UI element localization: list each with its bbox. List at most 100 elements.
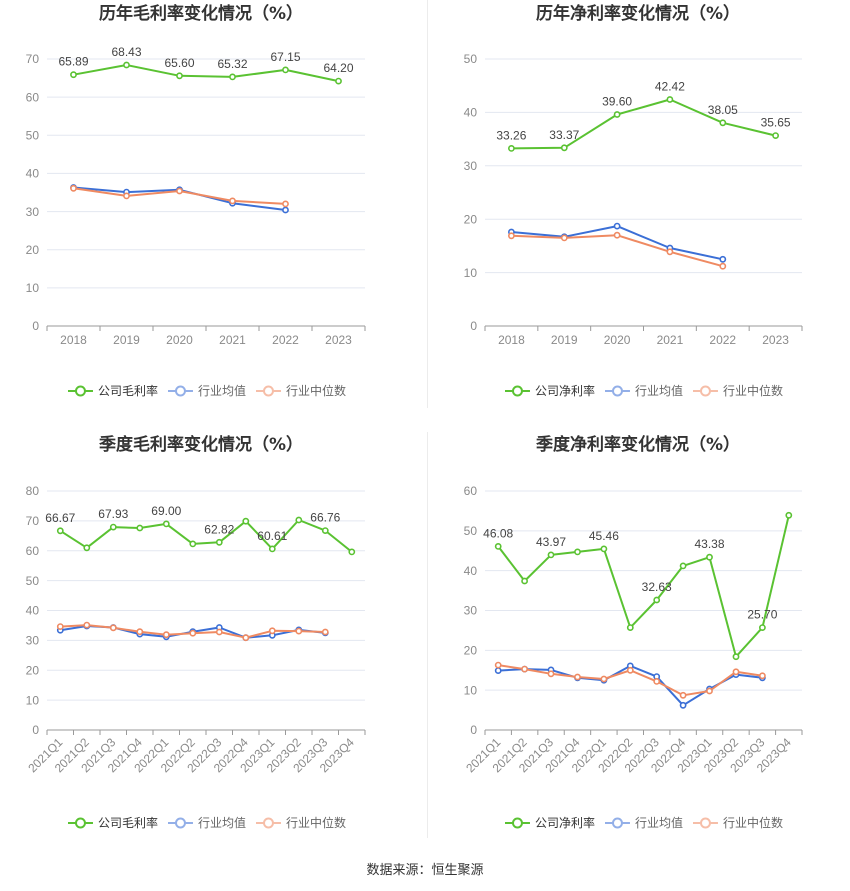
data-point bbox=[719, 119, 727, 127]
panel-divider bbox=[427, 432, 428, 838]
legend-label: 行业中位数 bbox=[723, 384, 784, 398]
data-point bbox=[732, 653, 740, 661]
x-tick-label: 2018 bbox=[498, 333, 525, 347]
y-tick-label: 10 bbox=[464, 683, 478, 697]
data-label: 66.76 bbox=[310, 511, 340, 525]
y-tick-label: 20 bbox=[26, 663, 40, 677]
data-point bbox=[229, 73, 236, 81]
data-point bbox=[679, 562, 687, 570]
chart-panel-quarterly-gross-margin: 0 10 20 30 40 50 60 70 80 2021Q1 2021Q2 2021Q3 2021Q… bbox=[0, 430, 425, 860]
data-point bbox=[56, 527, 64, 535]
data-label: 65.60 bbox=[164, 56, 194, 70]
line-chart-plot: 010203040506070802021Q12021Q22021Q32021Q… bbox=[25, 484, 366, 775]
legend-item-company[interactable]: 公司净利率 bbox=[504, 383, 595, 399]
data-label: 45.46 bbox=[589, 529, 619, 543]
data-label: 38.05 bbox=[708, 103, 738, 117]
data-point bbox=[679, 691, 687, 699]
data-label: 43.38 bbox=[694, 537, 724, 551]
data-point bbox=[772, 132, 779, 139]
legend-item-industry-median[interactable]: 行业中位数 bbox=[256, 815, 346, 831]
y-tick-label: 50 bbox=[464, 52, 478, 66]
data-point bbox=[136, 628, 144, 636]
data-point bbox=[613, 222, 621, 230]
x-tick-label: 2023 bbox=[762, 333, 789, 347]
chart-title: 历年毛利率变化情况（%） bbox=[98, 4, 304, 24]
data-label: 64.20 bbox=[323, 61, 353, 75]
legend-item-industry-average[interactable]: 行业均值 bbox=[604, 815, 683, 831]
data-point bbox=[719, 255, 727, 263]
data-point bbox=[56, 623, 64, 630]
data-point bbox=[508, 232, 515, 240]
data-point bbox=[653, 677, 661, 685]
y-tick-label: 0 bbox=[32, 723, 39, 737]
legend-item-industry-average[interactable]: 行业均值 bbox=[167, 383, 246, 399]
data-point bbox=[295, 516, 303, 524]
y-tick-label: 10 bbox=[464, 266, 478, 280]
y-tick-label: 50 bbox=[26, 128, 40, 142]
legend-item-industry-average[interactable]: 行业均值 bbox=[604, 383, 683, 399]
data-label: 33.37 bbox=[549, 128, 579, 142]
data-point bbox=[494, 667, 502, 674]
data-point bbox=[83, 621, 91, 629]
data-point bbox=[282, 200, 289, 208]
legend-item-industry-median[interactable]: 行业中位数 bbox=[693, 383, 783, 399]
y-tick-label: 60 bbox=[26, 90, 40, 104]
legend-line-circle-icon bbox=[693, 385, 719, 397]
data-point bbox=[282, 66, 289, 74]
data-label: 67.93 bbox=[98, 507, 128, 521]
legend-item-company[interactable]: 公司毛利率 bbox=[67, 815, 158, 831]
data-label: 60.61 bbox=[257, 529, 287, 543]
legend-item-industry-median[interactable]: 行业中位数 bbox=[693, 815, 783, 831]
data-label: 65.32 bbox=[217, 57, 247, 71]
x-tick-label: 2019 bbox=[551, 333, 578, 347]
data-point bbox=[136, 524, 144, 532]
y-tick-label: 50 bbox=[464, 524, 478, 538]
data-label: 69.00 bbox=[151, 504, 181, 518]
data-point bbox=[189, 629, 197, 637]
legend-item-company[interactable]: 公司毛利率 bbox=[67, 383, 158, 399]
y-tick-label: 30 bbox=[464, 159, 478, 173]
data-point bbox=[215, 628, 223, 636]
data-label: 68.43 bbox=[111, 45, 141, 59]
data-point bbox=[295, 627, 303, 635]
data-label: 46.08 bbox=[483, 526, 513, 540]
legend-line-circle-icon bbox=[167, 817, 193, 829]
data-point bbox=[268, 627, 276, 635]
data-point bbox=[109, 523, 117, 531]
y-tick-label: 70 bbox=[26, 52, 40, 66]
chart-legend: 公司净利率 行业均值 行业中位数 bbox=[504, 815, 783, 831]
data-source-note: 数据来源：恒生聚源 bbox=[366, 863, 484, 878]
data-point bbox=[600, 675, 608, 683]
x-tick-label: 2022 bbox=[272, 333, 299, 347]
legend-label: 公司毛利率 bbox=[97, 816, 158, 830]
chart-panel-annual-gross-margin: 0 10 20 30 40 50 60 70 2018 2019 2020 2021 2022 2023 6… bbox=[0, 0, 425, 420]
data-point bbox=[666, 248, 674, 256]
data-point bbox=[494, 543, 502, 550]
y-tick-label: 40 bbox=[26, 604, 40, 618]
legend-item-company[interactable]: 公司净利率 bbox=[504, 815, 595, 831]
data-point bbox=[758, 624, 766, 631]
legend-item-industry-median[interactable]: 行业中位数 bbox=[256, 383, 346, 399]
data-point bbox=[560, 144, 568, 152]
legend-line-circle-icon bbox=[504, 817, 530, 829]
data-point bbox=[758, 672, 766, 680]
legend-label: 公司毛利率 bbox=[97, 384, 158, 398]
series-line bbox=[511, 234, 724, 268]
x-tick-label: 2021 bbox=[657, 333, 684, 347]
y-tick-label: 30 bbox=[26, 634, 40, 648]
data-point bbox=[348, 548, 356, 556]
legend-item-industry-average[interactable]: 行业均值 bbox=[167, 815, 246, 831]
legend-label: 公司净利率 bbox=[534, 816, 595, 830]
data-point bbox=[600, 545, 608, 553]
x-tick-label: 2020 bbox=[166, 333, 193, 347]
y-tick-label: 80 bbox=[26, 484, 40, 498]
data-point bbox=[189, 540, 197, 548]
legend-line-circle-icon bbox=[604, 817, 630, 829]
y-tick-label: 20 bbox=[464, 644, 478, 658]
data-label: 25.70 bbox=[747, 608, 777, 622]
line-chart-plot: 0 10 20 30 40 50 60 70 2018 2019 2020 2021 2022 2023 6… bbox=[26, 45, 366, 347]
data-point bbox=[706, 553, 713, 561]
chart-legend: 公司毛利率 行业均值 行业中位数 bbox=[67, 383, 346, 399]
x-tick-label: 2022 bbox=[709, 333, 736, 347]
data-point bbox=[494, 661, 502, 669]
